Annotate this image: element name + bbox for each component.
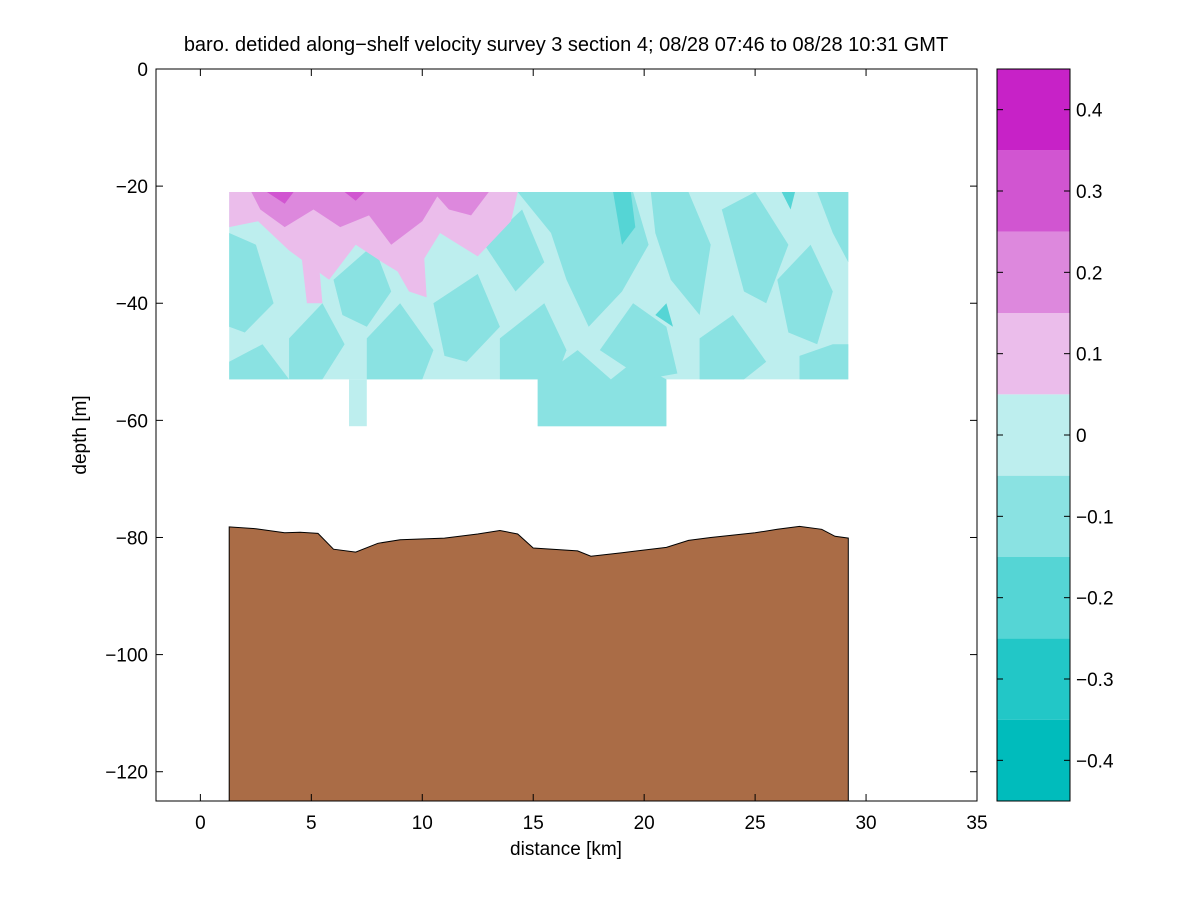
- x-tick-label: 35: [966, 813, 987, 834]
- colorbar-band: [997, 557, 1070, 639]
- y-tick-label: −20: [116, 177, 148, 198]
- colorbar-tick-label: 0.3: [1076, 182, 1102, 203]
- plot-area: [228, 191, 849, 801]
- velocity-contour-patch: [613, 192, 636, 245]
- y-axis: 0 −20 −40 −60 −80 −100 −120: [105, 60, 977, 784]
- x-tick-label: 10: [412, 813, 433, 834]
- velocity-contour-patch: [333, 244, 392, 327]
- y-tick-label: −120: [105, 763, 148, 784]
- plot-frame: [155, 68, 978, 802]
- velocity-contour-patch: [781, 192, 795, 210]
- colorbar-tick-label: 0: [1076, 426, 1087, 447]
- velocity-contour-field: [229, 191, 849, 427]
- chart-title: baro. detided along−shelf velocity surve…: [184, 34, 948, 56]
- colorbar-band: [997, 638, 1070, 720]
- velocity-contour-patch: [229, 344, 290, 380]
- colorbar-band: [997, 475, 1070, 557]
- bathymetry-bottom: [228, 525, 849, 801]
- x-tick-label: 5: [306, 813, 317, 834]
- colorbar-tick-label: −0.1: [1076, 507, 1114, 528]
- y-tick-label: −60: [116, 411, 148, 432]
- x-axis-label: distance [km]: [510, 839, 622, 860]
- velocity-deep-bin: [349, 379, 367, 427]
- velocity-contour-patch: [599, 303, 678, 380]
- velocity-contour-patch: [799, 344, 849, 380]
- velocity-contour-patch: [499, 303, 567, 380]
- velocity-contour-patch: [517, 192, 649, 327]
- velocity-contour-patch: [650, 192, 711, 315]
- x-tick-label: 0: [195, 813, 206, 834]
- colorbar-tick-label: −0.2: [1076, 589, 1114, 610]
- velocity-contour-patch: [817, 192, 849, 263]
- velocity-contour-patch: [655, 303, 673, 327]
- velocity-contour-patch: [266, 192, 294, 204]
- velocity-contour-patch: [229, 233, 274, 333]
- y-tick-label: 0: [137, 60, 148, 81]
- colorbar: 0.4 0.3 0.2 0.1 0 −0.1 −0.2 −0.3 −0.4: [996, 68, 1114, 802]
- colorbar-tick-label: 0.2: [1076, 263, 1102, 284]
- colorbar-tick-label: −0.4: [1076, 751, 1114, 772]
- x-tick-label: 25: [745, 813, 766, 834]
- x-tick-label: 15: [523, 813, 544, 834]
- velocity-contour-patch: [433, 192, 489, 216]
- y-tick-label: −80: [116, 528, 148, 549]
- colorbar-band: [997, 150, 1070, 232]
- velocity-contour-patch: [289, 303, 345, 380]
- velocity-contour-patch: [433, 274, 500, 362]
- colorbar-tick-label: 0.1: [1076, 345, 1102, 366]
- colorbar-tick-label: −0.3: [1076, 670, 1114, 691]
- y-tick-label: −40: [116, 294, 148, 315]
- velocity-contour-patch: [251, 192, 440, 245]
- x-axis: 0 5 10 15 20 25 30 35: [195, 69, 988, 834]
- velocity-contour-patch: [366, 303, 434, 380]
- velocity-contour-patch: [484, 209, 545, 292]
- colorbar-band: [997, 719, 1070, 801]
- velocity-contour-patch: [300, 227, 323, 304]
- colorbar-band: [997, 69, 1070, 151]
- velocity-contour-patch: [389, 227, 427, 298]
- velocity-contour-patch: [699, 315, 767, 380]
- velocity-contour-patch: [721, 192, 789, 304]
- colorbar-tick-label: 0.4: [1076, 101, 1103, 122]
- velocity-contour-patch: [777, 244, 833, 345]
- velocity-contour-patch: [344, 192, 365, 201]
- x-tick-label: 20: [634, 813, 655, 834]
- colorbar-band: [997, 394, 1070, 476]
- x-tick-label: 30: [855, 813, 876, 834]
- colorbar-band: [997, 313, 1070, 395]
- y-axis-label: depth [m]: [70, 395, 91, 474]
- colorbar-band: [997, 231, 1070, 313]
- y-tick-label: −100: [105, 646, 148, 667]
